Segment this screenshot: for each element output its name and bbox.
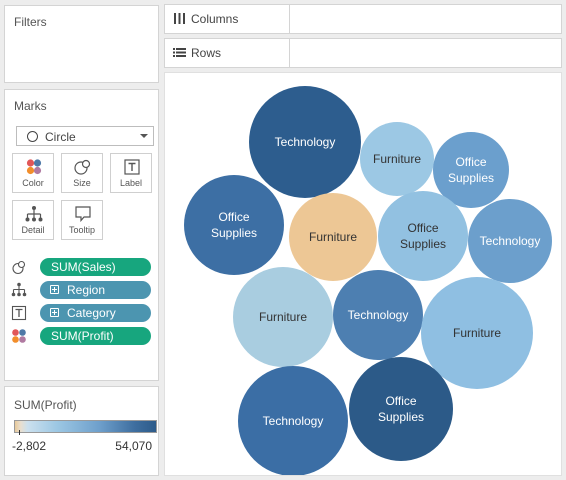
color-dots-icon: [26, 159, 42, 175]
expand-plus-icon[interactable]: [50, 308, 59, 317]
size-button-label: Size: [73, 178, 91, 188]
rows-shelf[interactable]: Rows: [164, 38, 562, 68]
profit-legend[interactable]: SUM(Profit) -2,802 54,070: [4, 386, 159, 476]
sales-pill[interactable]: SUM(Sales): [40, 258, 151, 276]
bubble-circle[interactable]: [238, 366, 348, 476]
bubble-circle[interactable]: [289, 193, 377, 281]
marks-card: Marks Circle Color Size Label: [4, 89, 159, 381]
bubble-mark[interactable]: Office Supplies: [433, 132, 509, 208]
columns-label-text: Columns: [191, 12, 239, 26]
bubble-mark[interactable]: Office Supplies: [184, 175, 284, 275]
mark-type-dropdown[interactable]: Circle: [16, 126, 154, 146]
bubble-circle[interactable]: [433, 132, 509, 208]
bubble-label: Furniture: [453, 326, 501, 340]
bubble-circle[interactable]: [421, 277, 533, 389]
rows-shelf-label: Rows: [173, 46, 221, 60]
color-button[interactable]: Color: [12, 153, 54, 193]
bubble-label: Furniture: [309, 230, 357, 244]
bubble-label: Supplies: [400, 237, 446, 251]
bubble-mark[interactable]: Office Supplies: [378, 191, 468, 281]
bubble-mark[interactable]: Furniture: [421, 277, 533, 389]
region-pill[interactable]: Region: [40, 281, 151, 299]
region-pill-label: Region: [67, 283, 106, 297]
color-dots-icon: [12, 329, 26, 343]
legend-zero-tick: [19, 430, 20, 435]
label-t-icon: [11, 305, 27, 321]
columns-shelf-label: Columns: [173, 12, 238, 26]
columns-icon: [174, 13, 185, 24]
bubble-label: Supplies: [211, 226, 257, 240]
size-button[interactable]: Size: [61, 153, 103, 193]
profit-pill[interactable]: SUM(Profit): [40, 327, 151, 345]
rows-icon: [173, 48, 186, 57]
bubble-label: Office: [455, 155, 486, 169]
bubble-mark[interactable]: Technology: [249, 86, 361, 198]
label-button[interactable]: Label: [110, 153, 152, 193]
bubble-circle[interactable]: [349, 357, 453, 461]
bubble-mark[interactable]: Furniture: [233, 267, 333, 367]
rows-label-text: Rows: [191, 46, 222, 60]
bubble-label: Supplies: [378, 410, 424, 424]
tooltip-button-label: Tooltip: [68, 225, 95, 235]
bubble-label: Supplies: [448, 171, 494, 185]
filters-title: Filters: [14, 15, 47, 29]
bubble-mark[interactable]: Office Supplies: [349, 357, 453, 461]
bubble-label: Office: [385, 394, 416, 408]
bubble-circle[interactable]: [249, 86, 361, 198]
bubble-label: Office: [218, 210, 249, 224]
bubble-label: Office: [407, 221, 438, 235]
bubble-label: Furniture: [373, 152, 421, 166]
bubble-chart[interactable]: Technology Furniture Office Supplies Office S…: [165, 73, 561, 476]
bubble-label: Furniture: [259, 310, 307, 324]
bubble-circle[interactable]: [378, 191, 468, 281]
label-button-label: Label: [119, 178, 143, 188]
bubble-mark[interactable]: Furniture: [360, 122, 434, 196]
category-pill-label: Category: [67, 306, 116, 320]
category-pill[interactable]: Category: [40, 304, 151, 322]
marks-title: Marks: [14, 99, 47, 113]
detail-button[interactable]: Detail: [12, 200, 54, 240]
size-circles-icon: [74, 159, 91, 175]
bubble-circle[interactable]: [468, 199, 552, 283]
bubble-circle[interactable]: [233, 267, 333, 367]
mark-type-value: Circle: [45, 130, 76, 144]
legend-min-label: -2,802: [12, 439, 47, 453]
circle-mark-icon: [27, 131, 38, 142]
bubble-label: Technology: [348, 308, 409, 322]
chevron-down-icon: [140, 134, 148, 138]
view-canvas: Technology Furniture Office Supplies Office S…: [164, 72, 562, 476]
detail-tree-icon: [11, 282, 27, 297]
bubble-mark[interactable]: Technology: [333, 270, 423, 360]
color-button-label: Color: [22, 178, 44, 188]
bubble-mark[interactable]: Technology: [468, 199, 552, 283]
tooltip-button[interactable]: Tooltip: [61, 200, 103, 240]
detail-tree-icon: [25, 206, 43, 222]
bubble-label: Technology: [275, 135, 336, 149]
filters-card[interactable]: Filters: [4, 5, 159, 83]
shelf-divider: [289, 5, 290, 33]
legend-max-label: 54,070: [115, 439, 152, 453]
columns-shelf[interactable]: Columns: [164, 4, 562, 34]
tooltip-bubble-icon: [75, 206, 91, 223]
shelf-divider: [289, 39, 290, 67]
color-ramp: [14, 420, 157, 433]
bubble-circle[interactable]: [184, 175, 284, 275]
expand-plus-icon[interactable]: [50, 285, 59, 294]
bubble-label: Technology: [263, 414, 324, 428]
detail-button-label: Detail: [21, 225, 45, 235]
bubble-label: Technology: [480, 234, 541, 248]
legend-title: SUM(Profit): [14, 398, 77, 412]
size-circles-icon: [12, 260, 26, 275]
label-t-icon: [124, 159, 140, 175]
bubble-circle[interactable]: [360, 122, 434, 196]
bubble-mark[interactable]: Furniture: [289, 193, 377, 281]
bubble-circle[interactable]: [333, 270, 423, 360]
bubble-mark[interactable]: Technology: [238, 366, 348, 476]
